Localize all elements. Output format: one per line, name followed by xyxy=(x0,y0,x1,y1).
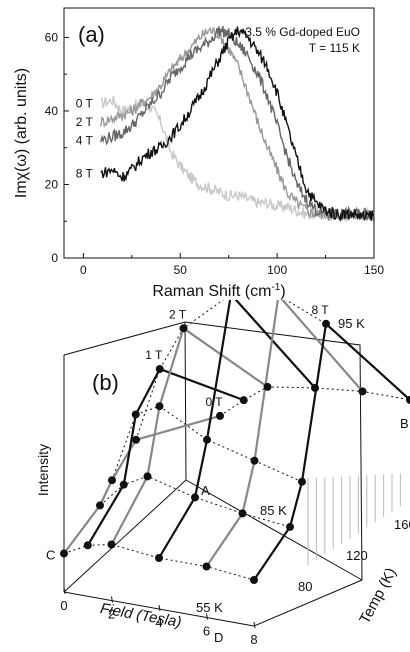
x-tick-label: 50 xyxy=(174,263,188,277)
data-point xyxy=(83,541,92,550)
data-point xyxy=(238,509,247,518)
data-point xyxy=(107,540,116,549)
data-point xyxy=(155,402,164,411)
data-point xyxy=(155,365,164,374)
intensity-3d-chart: 0 T1 T2 T4 T6 T8 T024688012016055 K85 K9… xyxy=(35,300,410,647)
data-point xyxy=(143,472,152,481)
data-point xyxy=(216,411,224,420)
field-line xyxy=(253,321,410,581)
data-point xyxy=(203,435,211,444)
field-label: 0 T xyxy=(205,395,223,409)
data-point xyxy=(119,480,128,489)
box-frame xyxy=(63,321,363,627)
y-tick-label: 20 xyxy=(45,177,59,191)
chart-title: 3.5 % Gd-doped EuO xyxy=(245,25,360,39)
x-axis-label-b: Field (Tesla) xyxy=(99,600,183,631)
x-tick-label: 100 xyxy=(267,263,287,277)
temp-label: 95 K xyxy=(338,316,365,331)
data-point xyxy=(311,383,319,392)
temp-curve xyxy=(135,300,327,440)
data-point xyxy=(132,435,140,444)
point-label: D xyxy=(214,630,223,645)
series-label: 8 T xyxy=(76,166,94,180)
series-line xyxy=(100,26,375,222)
series-label: 4 T xyxy=(76,133,94,147)
plot-frame xyxy=(63,7,375,259)
data-point xyxy=(263,382,272,391)
field-label: 8 T xyxy=(311,303,329,317)
field-tick-label: 2 xyxy=(108,607,115,622)
field-line xyxy=(205,300,364,568)
data-point xyxy=(202,562,211,571)
temp-curve xyxy=(63,543,255,581)
data-point xyxy=(322,319,330,328)
data-point xyxy=(250,576,258,584)
temp-label: 85 K xyxy=(260,503,287,518)
data-point xyxy=(155,554,163,562)
point-label: C xyxy=(46,548,55,563)
data-point xyxy=(239,396,248,405)
temp-curve xyxy=(99,475,291,528)
field-label: 2 T xyxy=(169,307,187,321)
temp-tick-label: 160 xyxy=(394,517,410,532)
data-point xyxy=(179,324,188,333)
y-tick-label: 60 xyxy=(45,30,59,44)
data-point xyxy=(60,549,68,558)
chart-subtitle: T = 115 K xyxy=(309,41,360,55)
temp-label: 55 K xyxy=(196,600,223,615)
panel-label-b: (b) xyxy=(92,370,119,395)
y-tick-label: 40 xyxy=(45,104,59,118)
raman-spectra-chart: 0 T 2 T 4 T 8 T 0 50 100 150 0 20 40 60 (a) 3.5 % … xyxy=(13,7,384,300)
point-label: B xyxy=(400,416,409,431)
z-axis-label-b: Temp (K) xyxy=(356,565,400,627)
temp-tick-label: 80 xyxy=(298,579,312,594)
panel-label-a: (a) xyxy=(78,22,105,47)
temp-tick-label: 120 xyxy=(346,548,368,563)
data-point xyxy=(191,493,199,502)
data-point xyxy=(108,476,116,485)
field-tick xyxy=(63,587,66,595)
field-label: 1 T xyxy=(145,348,163,362)
field-tick xyxy=(111,596,113,603)
x-tick-label: 150 xyxy=(364,263,384,277)
series-line xyxy=(100,26,375,222)
series-line xyxy=(100,25,375,222)
data-point xyxy=(286,522,294,531)
data-point xyxy=(406,395,410,404)
data-point xyxy=(96,501,104,510)
data-point xyxy=(250,456,259,465)
point-label: A xyxy=(201,483,210,498)
y-axis-label: Imχ(ω) (arb. units) xyxy=(13,68,30,198)
field-tick xyxy=(253,621,256,629)
data-point xyxy=(358,387,367,396)
x-tick-label: 0 xyxy=(80,263,87,277)
field-tick-label: 6 xyxy=(203,624,210,639)
y-tick-label: 0 xyxy=(51,251,58,265)
field-tick-label: 0 xyxy=(60,598,67,613)
field-tick-label: 8 xyxy=(250,632,257,647)
y-axis-label-b: Intensity xyxy=(35,444,51,496)
data-point xyxy=(131,410,140,419)
field-tick xyxy=(206,613,208,620)
x-axis-label: Raman Shift (cm-1) xyxy=(152,282,285,300)
series-label: 2 T xyxy=(76,115,94,129)
field-tick-label: 4 xyxy=(155,615,162,630)
series-label: 0 T xyxy=(76,97,94,111)
data-point xyxy=(298,477,306,486)
field-tick xyxy=(158,604,161,612)
